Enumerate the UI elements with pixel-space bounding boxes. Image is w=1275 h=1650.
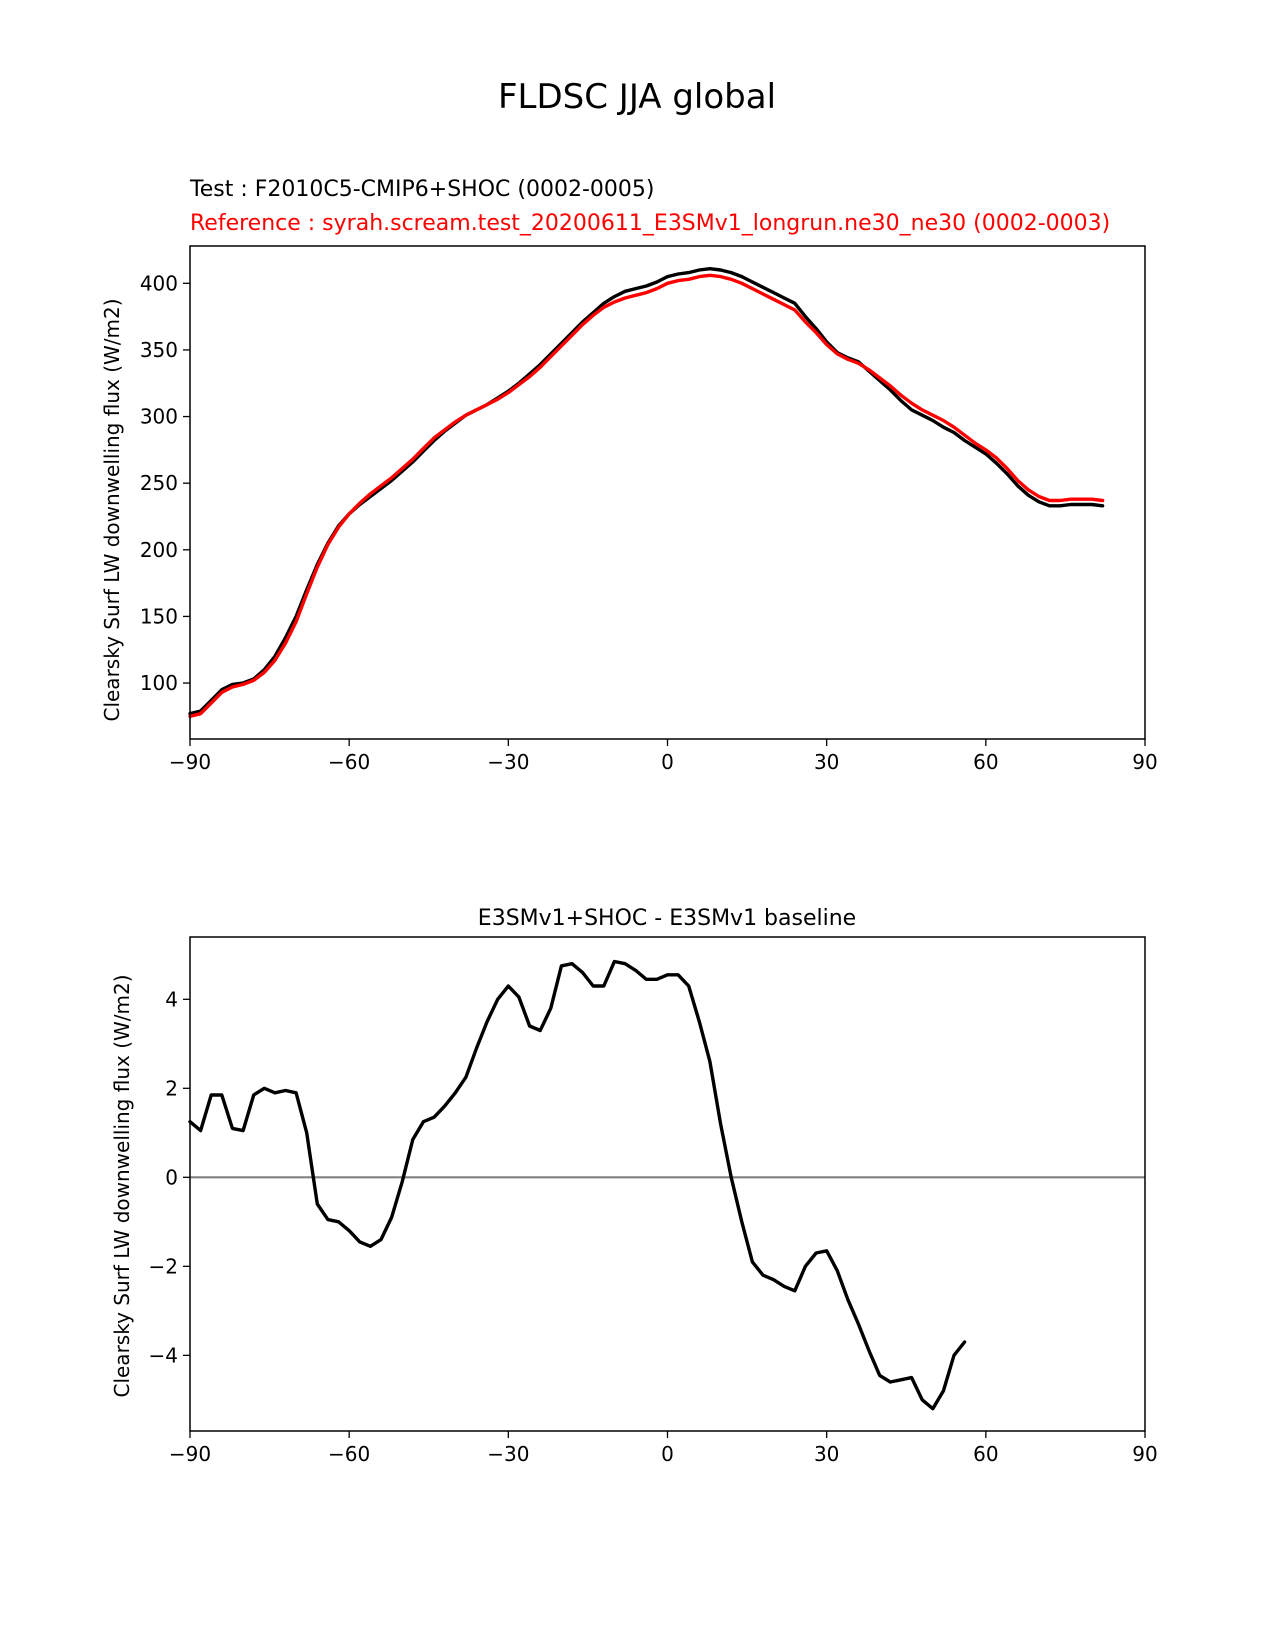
bottom-y-tick-label: 4 [165,987,178,1011]
top-y-axis-label: Clearsky Surf LW downwelling flux (W/m2) [100,298,124,721]
series-line-test [188,267,1105,716]
top-y-tick-label: 250 [140,471,178,495]
bottom-y-tick-label: −2 [149,1254,178,1278]
top-y-tick-label: 200 [140,538,178,562]
top-y-tick-label: 400 [140,271,178,295]
bottom-x-tick-label: −90 [169,1442,211,1466]
bottom-x-tick-label: −30 [487,1442,529,1466]
top-y-tick-label: 300 [140,405,178,429]
top-x-tick-label: 90 [1132,750,1157,774]
top-chart: Test : F2010C5-CMIP6+SHOC (0002-0005) Re… [100,177,1158,774]
series-line-reference [188,273,1105,718]
reference-label: Reference : syrah.scream.test_20200611_E… [190,211,1110,236]
top-x-tick-label: −90 [169,750,211,774]
bottom-plot-area: −90 −60 −30 0 30 60 90 −4 −2 0 2 4 [149,959,1158,1466]
top-x-tick-label: 0 [661,750,674,774]
bottom-x-tick-label: 30 [814,1442,839,1466]
top-plot-frame [189,245,1146,740]
bottom-x-tick-label: −60 [328,1442,370,1466]
test-label: Test : F2010C5-CMIP6+SHOC (0002-0005) [189,177,654,202]
top-y-tick-label: 100 [140,671,178,695]
bottom-plot-frame [189,936,1146,1432]
bottom-chart: E3SMv1+SHOC - E3SMv1 baseline Clearsky S… [110,906,1158,1466]
bottom-chart-title: E3SMv1+SHOC - E3SMv1 baseline [478,906,856,931]
bottom-x-tick-label: 90 [1132,1442,1157,1466]
bottom-y-tick-label: 2 [165,1076,178,1100]
bottom-y-tick-label: −4 [149,1343,178,1367]
top-x-tick-label: 60 [973,750,998,774]
series-line-difference [188,959,967,1411]
top-plot-area: −90 −60 −30 0 30 60 90 100 150 200 250 300 350 400 [140,267,1158,774]
top-y-tick-label: 350 [140,338,178,362]
bottom-x-tick-label: 0 [661,1442,674,1466]
top-x-tick-label: 30 [814,750,839,774]
bottom-y-tick-label: 0 [165,1165,178,1189]
figure-title: FLDSC JJA global [498,77,776,117]
top-x-tick-label: −60 [328,750,370,774]
top-x-tick-label: −30 [487,750,529,774]
bottom-x-tick-label: 60 [973,1442,998,1466]
bottom-y-axis-label: Clearsky Surf LW downwelling flux (W/m2) [110,974,134,1397]
top-y-tick-label: 150 [140,604,178,628]
